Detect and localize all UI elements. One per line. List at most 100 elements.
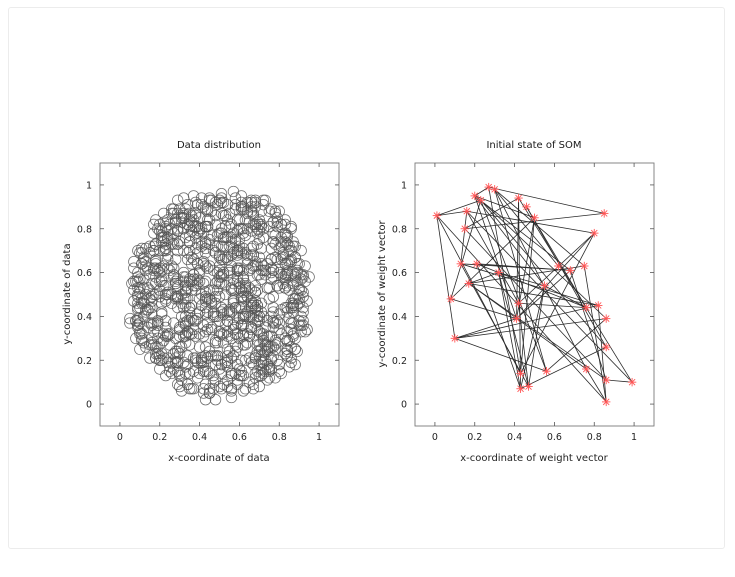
som-node-marker — [522, 202, 531, 212]
som-node-stroke — [517, 370, 524, 377]
som-node-marker — [462, 207, 471, 216]
data-point-marker — [168, 317, 180, 329]
som-node-stroke — [541, 282, 548, 290]
y-tick-label-right: 0.8 — [392, 224, 407, 235]
som-edge — [518, 197, 633, 383]
som-node-stroke — [457, 260, 465, 268]
data-point-marker — [197, 277, 210, 290]
data-point-marker — [255, 369, 268, 382]
data-point-marker — [160, 315, 172, 327]
data-point-marker — [233, 332, 246, 345]
data-point-marker — [269, 339, 281, 351]
data-point-marker — [281, 280, 293, 292]
som-edge — [454, 305, 599, 339]
data-point-marker — [195, 240, 208, 252]
som-edge — [468, 283, 587, 370]
som-node-marker — [582, 303, 591, 312]
som-node-stroke — [602, 376, 610, 384]
data-point-marker — [245, 299, 258, 312]
data-point-marker — [257, 194, 269, 206]
som-edge — [454, 318, 517, 339]
data-point-marker — [124, 312, 136, 325]
som-edge — [585, 368, 607, 403]
data-point-marker — [170, 277, 182, 290]
data-point-marker — [203, 387, 216, 399]
data-point-marker — [261, 282, 273, 294]
data-point-marker — [255, 328, 268, 340]
x-axis-label-left: x-coordinate of data — [168, 453, 269, 464]
data-point-marker — [215, 240, 228, 252]
data-point-marker — [187, 273, 200, 285]
data-point-marker — [285, 356, 297, 369]
data-point-marker — [279, 348, 291, 360]
som-node-stroke — [515, 299, 522, 307]
data-point-marker — [179, 367, 192, 380]
data-point-marker — [299, 326, 311, 338]
data-point-marker — [140, 264, 152, 277]
som-node-stroke — [580, 262, 588, 270]
data-point-marker — [275, 253, 287, 266]
data-point-marker — [239, 339, 252, 351]
data-point-marker — [277, 247, 289, 259]
data-point-marker — [235, 293, 248, 305]
data-point-marker — [281, 334, 293, 347]
data-point-marker — [247, 249, 260, 261]
y-tick-label-left: 0.4 — [77, 312, 92, 323]
data-point-marker — [303, 271, 315, 283]
som-edge — [528, 285, 545, 387]
som-node-marker — [460, 224, 469, 233]
som-node-marker — [514, 299, 523, 308]
y-tick-label-right: 0 — [401, 400, 407, 411]
data-point-marker — [293, 282, 305, 294]
som-edge — [436, 215, 607, 403]
data-point-marker — [289, 269, 301, 281]
data-point-marker — [217, 328, 230, 340]
som-edge — [476, 263, 521, 389]
som-edge — [583, 265, 607, 402]
data-point-marker — [233, 277, 246, 290]
som-node-marker — [432, 211, 442, 220]
som-node-marker — [490, 185, 499, 194]
data-point-marker — [146, 337, 158, 349]
som-node-stroke — [628, 378, 636, 386]
som-edge — [498, 272, 521, 389]
data-point-marker — [231, 271, 244, 283]
data-point-marker — [217, 231, 230, 244]
data-point-marker — [217, 266, 230, 279]
data-point-marker — [179, 337, 192, 349]
data-point-marker — [152, 341, 164, 353]
som-edge — [569, 270, 607, 381]
x-tick-label-right: 0.4 — [507, 432, 522, 443]
som-node-stroke — [567, 267, 574, 274]
data-point-marker — [193, 225, 206, 237]
data-point-marker — [160, 293, 172, 305]
som-node-stroke — [471, 192, 479, 200]
data-point-marker — [150, 238, 162, 250]
som-node-marker — [450, 334, 460, 343]
data-point-marker — [285, 223, 297, 235]
x-tick-label-left: 0.6 — [232, 432, 247, 443]
data-point-marker — [281, 258, 293, 270]
som-node-marker — [514, 193, 523, 203]
som-edge — [544, 285, 587, 309]
data-point-marker — [179, 231, 192, 244]
data-point-marker — [158, 334, 170, 347]
data-point-marker — [237, 273, 250, 285]
data-point-marker — [181, 358, 194, 371]
data-point-marker — [229, 301, 242, 314]
data-point-marker — [187, 365, 200, 377]
y-tick-label-right: 0.2 — [392, 356, 407, 367]
data-point-marker — [168, 348, 180, 360]
data-point-marker — [283, 312, 295, 325]
data-point-marker — [148, 317, 160, 329]
data-point-marker — [150, 271, 162, 283]
data-distribution-panel: Data distribution 0 0.2 0.4 0.6 0.8 100.20.40… — [62, 140, 340, 464]
ticks-right: 0 0.2 0.4 0.6 0.8 1 0 0.2 0.4 0.6 0.8 1 — [392, 163, 654, 443]
data-point-marker — [173, 348, 186, 360]
data-point-marker — [160, 242, 172, 255]
data-point-marker — [209, 350, 222, 362]
data-point-marker — [233, 262, 246, 274]
data-point-marker — [285, 341, 297, 353]
data-point-marker — [243, 282, 256, 294]
